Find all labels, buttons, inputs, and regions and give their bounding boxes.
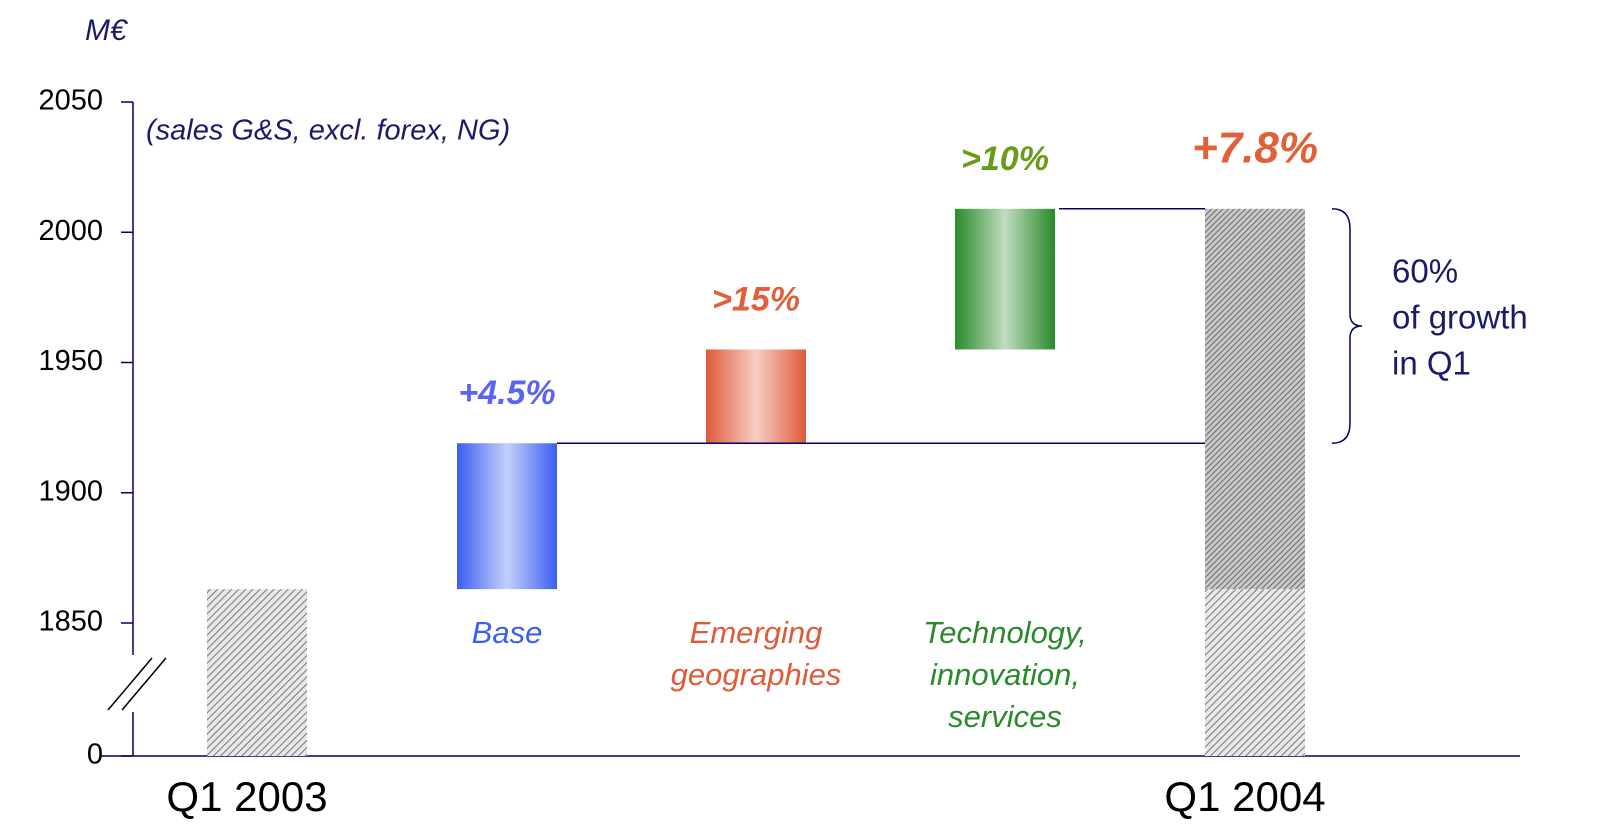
x-tick-label: Q1 2003: [166, 773, 327, 820]
growth-label: +7.8%: [1192, 123, 1318, 172]
category-label: Emerging geographies: [670, 615, 842, 692]
y-tick-label: 2000: [38, 215, 103, 247]
growth-label: >15%: [712, 280, 800, 318]
bar-base: [1205, 589, 1305, 756]
category-label: Technology, innovation, services: [923, 615, 1087, 734]
y-tick-label: 1950: [38, 345, 103, 377]
growth-label: >10%: [961, 140, 1049, 178]
bar: [955, 208, 1055, 350]
y-tick-label: 1900: [38, 475, 103, 507]
x-tick-label: Q1 2004: [1164, 773, 1325, 820]
bar: [706, 349, 806, 444]
bar: [1205, 208, 1305, 590]
axis-break: [107, 657, 153, 711]
brace-note: of growth: [1392, 299, 1528, 336]
growth-label: +4.5%: [458, 374, 555, 412]
category-label: Base: [471, 615, 543, 650]
brace: [1331, 208, 1363, 445]
brace-note: in Q1: [1392, 345, 1471, 382]
subtitle: (sales G&S, excl. forex, NG): [146, 115, 510, 147]
brace-note: 60%: [1392, 253, 1458, 290]
bar: [457, 443, 557, 590]
y-tick-label: 1850: [38, 606, 103, 638]
y-tick-label: 2050: [38, 85, 103, 117]
y-axis-label: M€: [85, 14, 128, 47]
axis-break: [121, 657, 167, 711]
y-tick-label: 0: [87, 739, 103, 771]
bar: [207, 589, 307, 756]
